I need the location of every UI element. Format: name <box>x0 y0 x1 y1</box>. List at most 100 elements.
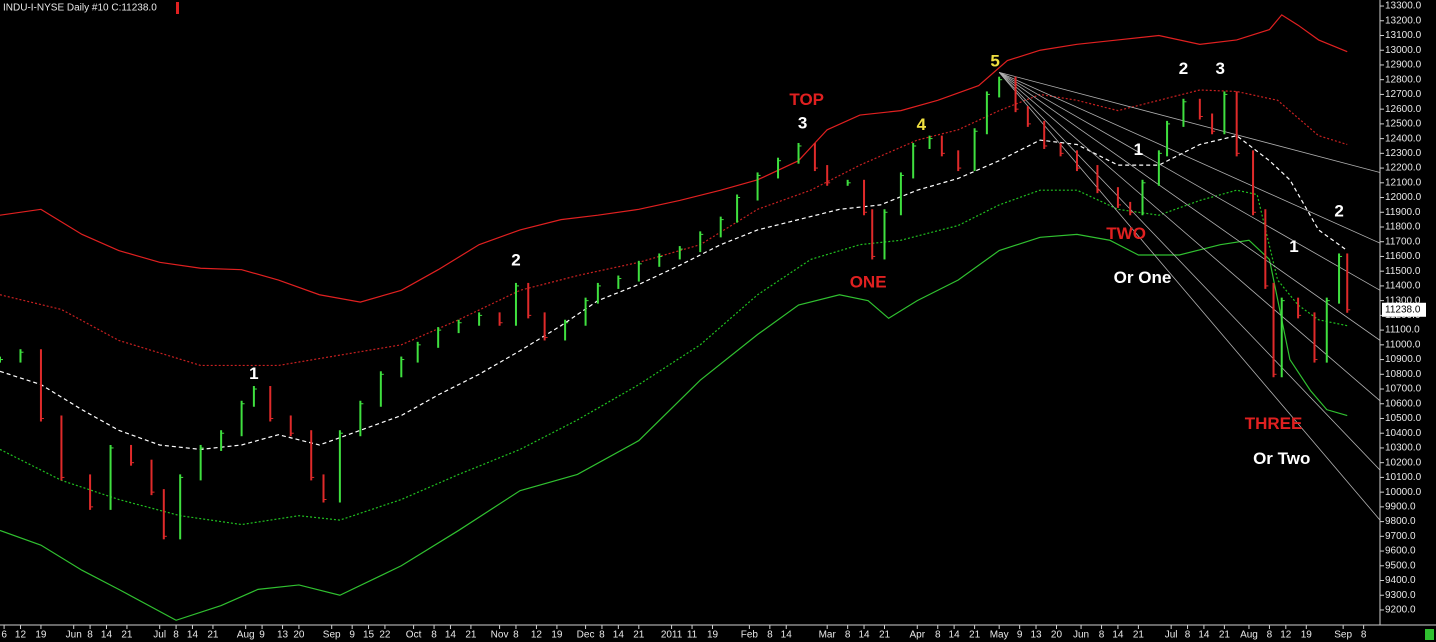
annotation: Or Two <box>1253 449 1310 468</box>
annotation: 2 <box>1334 202 1343 221</box>
y-tick-label: 11700.0 <box>1385 236 1421 247</box>
price-bar <box>1280 297 1285 378</box>
price-bar <box>928 135 933 149</box>
x-tick-label: Dec <box>577 630 595 641</box>
x-tick-label: 8 <box>87 630 93 641</box>
price-bar <box>1157 150 1162 186</box>
chart-title: INDU-I-NYSE Daily #10 C:11238.0 <box>3 3 157 14</box>
x-tick-label: 9 <box>349 630 355 641</box>
price-bar <box>199 444 204 481</box>
x-tick-label: 19 <box>551 630 563 641</box>
x-tick-label: 14 <box>781 630 793 641</box>
y-tick-label: 13300.0 <box>1385 1 1422 12</box>
price-bar <box>416 341 421 363</box>
price-bar <box>1129 201 1134 216</box>
y-tick-label: 9500.0 <box>1385 560 1416 571</box>
price-bar <box>1026 106 1031 127</box>
y-tick-label: 10900.0 <box>1385 354 1422 365</box>
y-tick-label: 12300.0 <box>1385 148 1422 159</box>
price-bar <box>1014 76 1019 113</box>
annotation: 5 <box>990 51 999 70</box>
annotation: Or One <box>1114 268 1172 287</box>
price-bar <box>1059 142 1064 157</box>
price-bar <box>699 231 704 253</box>
price-bar <box>60 415 65 481</box>
x-tick-label: Jul <box>153 630 166 641</box>
y-tick-label: 11100.0 <box>1385 325 1420 336</box>
price-bar <box>1043 120 1048 149</box>
fan-line <box>998 72 1380 402</box>
x-tick-label: Sep <box>323 630 341 641</box>
x-tick-label: 12 <box>1280 630 1292 641</box>
y-tick-label: 10800.0 <box>1385 369 1422 380</box>
price-bar <box>1096 165 1101 194</box>
price-bar <box>998 76 1003 98</box>
title-marker <box>176 2 179 14</box>
y-tick-label: 10400.0 <box>1385 428 1422 439</box>
x-tick-label: 14 <box>613 630 625 641</box>
y-tick-label: 12700.0 <box>1385 89 1422 100</box>
price-bar <box>678 246 683 260</box>
y-tick-label: 10700.0 <box>1385 384 1422 395</box>
price-bar <box>269 386 274 422</box>
price-bar <box>1223 91 1228 135</box>
y-tick-label: 9300.0 <box>1385 590 1416 601</box>
price-bar <box>162 489 167 540</box>
x-tick-label: 14 <box>445 630 457 641</box>
price-bar <box>240 400 245 437</box>
x-tick-label: 8 <box>173 630 179 641</box>
price-bar <box>813 142 818 172</box>
annotation: TWO <box>1106 224 1146 243</box>
fan-line <box>998 71 1380 341</box>
annotation: 2 <box>511 250 520 269</box>
band-line <box>0 189 1348 526</box>
x-tick-label: 14 <box>949 630 961 641</box>
price-bar <box>1235 91 1240 157</box>
price-bar <box>1141 179 1146 216</box>
y-tick-label: 9200.0 <box>1385 605 1416 616</box>
y-tick-label: 11300.0 <box>1385 295 1421 306</box>
y-tick-label: 12500.0 <box>1385 119 1422 130</box>
y-tick-label: 12200.0 <box>1385 163 1422 174</box>
fan-line <box>998 72 1380 471</box>
y-tick-label: 13000.0 <box>1385 45 1422 56</box>
price-bar <box>1297 297 1302 319</box>
price-bar <box>719 216 724 238</box>
price-bar <box>1325 297 1330 363</box>
x-tick-label: 21 <box>1219 630 1231 641</box>
price-bar <box>130 444 135 466</box>
annotation: THREE <box>1245 414 1303 433</box>
price-bar <box>39 349 44 422</box>
price-bar <box>1264 209 1269 289</box>
price-bar <box>883 209 888 260</box>
x-tick-label: Jul <box>1165 630 1178 641</box>
price-bar <box>1182 98 1187 127</box>
price-bar <box>379 371 384 407</box>
price-bar <box>19 349 24 363</box>
x-tick-label: Apr <box>909 630 925 641</box>
band-line <box>0 14 1348 303</box>
price-bar <box>940 135 945 157</box>
price-bar <box>1313 312 1318 363</box>
fan-line <box>998 72 1380 521</box>
x-tick-label: 14 <box>187 630 199 641</box>
price-bar <box>973 128 978 172</box>
price-bar <box>498 312 503 326</box>
band-line <box>0 89 1348 367</box>
x-tick-label: 9 <box>1017 630 1023 641</box>
x-tick-label: 8 <box>431 630 437 641</box>
x-tick-label: 2011 <box>661 630 683 641</box>
y-tick-label: 12800.0 <box>1385 74 1422 85</box>
x-tick-label: 13 <box>1030 630 1042 641</box>
x-tick-label: Sep <box>1334 630 1352 641</box>
x-tick-label: 21 <box>879 630 891 641</box>
y-tick-label: 9700.0 <box>1385 531 1416 542</box>
price-bar <box>310 430 315 481</box>
fan-line <box>999 71 1380 244</box>
price-bar <box>1116 187 1121 208</box>
x-tick-label: 14 <box>1198 630 1210 641</box>
price-bar <box>109 444 114 510</box>
x-tick-label: Nov <box>491 630 509 641</box>
x-tick-label: 8 <box>767 630 773 641</box>
x-tick-label: 12 <box>531 630 543 641</box>
